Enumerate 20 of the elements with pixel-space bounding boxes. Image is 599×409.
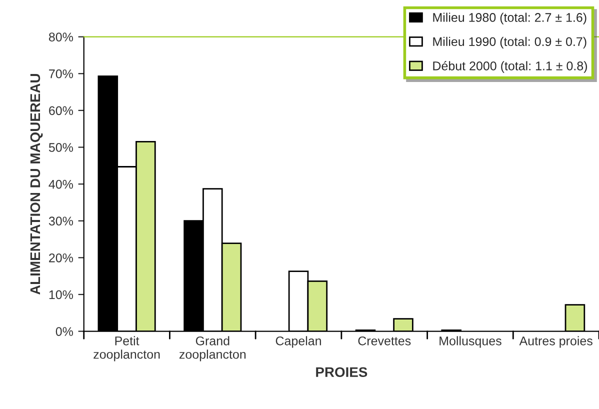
- legend-label: Milieu 1980 (total: 2.7 ± 1.6): [433, 12, 586, 24]
- x-tick-label: Grand zooplancton: [179, 336, 246, 362]
- y-tick-label: 50%: [48, 143, 73, 152]
- y-axis-title: ALIMENTATION DU MAQUEREAU: [30, 74, 43, 295]
- y-tick-label: 70%: [49, 69, 73, 78]
- y-tick-label: 40%: [48, 180, 73, 189]
- x-tick-label: Capelan: [276, 336, 321, 348]
- legend-label: Milieu 1990 (total: 0.9 ± 0.7): [433, 36, 586, 49]
- y-tick-label: 0%: [56, 327, 73, 336]
- x-tick-label: Crevettes: [358, 336, 411, 346]
- legend-label: Début 2000 (total: 1.1 ± 0.8): [433, 61, 587, 73]
- y-tick-label: 80%: [48, 32, 73, 42]
- x-tick-label: Petit zooplancton: [94, 336, 160, 362]
- y-tick-label: 30%: [48, 216, 73, 226]
- x-tick-label: Autres proies: [519, 336, 592, 348]
- x-tick-label: Mollusques: [440, 336, 502, 348]
- y-tick-label: 20%: [49, 253, 73, 262]
- y-tick-label: 60%: [49, 106, 73, 116]
- x-axis-title: PROIES: [316, 367, 368, 378]
- y-tick-label: 10%: [49, 290, 73, 300]
